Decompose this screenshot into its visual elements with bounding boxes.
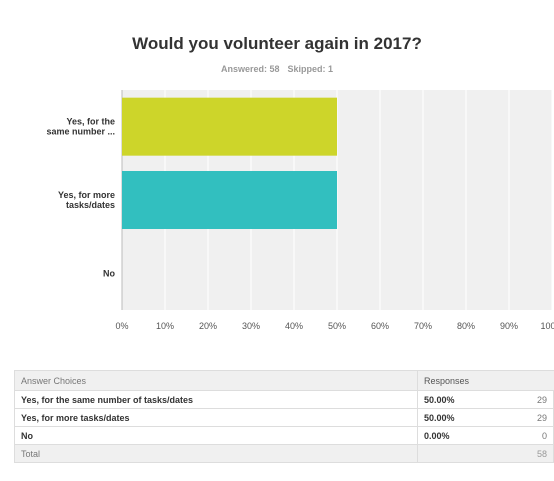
- y-category-label: same number ...: [46, 127, 115, 137]
- x-tick-label: 80%: [457, 321, 475, 331]
- answer-choices-header: Answer Choices: [14, 370, 418, 391]
- y-category-label: No: [103, 268, 115, 278]
- bar: [122, 171, 337, 229]
- x-tick-label: 60%: [371, 321, 389, 331]
- row-choice: Yes, for the same number of tasks/dates: [14, 390, 418, 409]
- answered-count: Answered: 58: [220, 64, 280, 74]
- x-tick-label: 100%: [540, 321, 554, 331]
- table-header-row: Answer Choices Responses: [14, 370, 554, 391]
- row-percent: 0.00%: [417, 426, 512, 445]
- response-summary: Answered: 58 Skipped: 1: [0, 64, 554, 74]
- x-tick-label: 40%: [285, 321, 303, 331]
- row-count: 0: [512, 426, 554, 445]
- row-choice: Yes, for more tasks/dates: [14, 408, 418, 427]
- row-count: 29: [512, 390, 554, 409]
- y-category-label: Yes, for more: [58, 190, 115, 200]
- x-tick-label: 70%: [414, 321, 432, 331]
- row-count: 29: [512, 408, 554, 427]
- row-choice: No: [14, 426, 418, 445]
- total-count: 58: [512, 444, 554, 463]
- skipped-count: Skipped: 1: [287, 64, 334, 74]
- table-row: Yes, for the same number of tasks/dates …: [14, 390, 554, 409]
- total-label: Total: [14, 444, 418, 463]
- y-category-label: Yes, for the: [66, 117, 115, 127]
- chart-title: Would you volunteer again in 2017?: [132, 34, 422, 53]
- responses-table: Answer Choices Responses Yes, for the sa…: [14, 370, 554, 463]
- x-tick-label: 20%: [199, 321, 217, 331]
- table-row: Yes, for more tasks/dates 50.00% 29: [14, 408, 554, 427]
- table-total-row: Total 58: [14, 444, 554, 463]
- y-category-label: tasks/dates: [66, 200, 115, 210]
- x-tick-label: 30%: [242, 321, 260, 331]
- row-percent: 50.00%: [417, 390, 512, 409]
- bar-chart: 0% 10% 20% 30% 40% 50% 60% 70% 80% 90% 100% Yes, fo…: [46, 90, 554, 331]
- x-tick-label: 10%: [156, 321, 174, 331]
- bar: [122, 97, 337, 156]
- row-percent: 50.00%: [417, 408, 512, 427]
- table-row: No 0.00% 0: [14, 426, 554, 445]
- x-tick-label: 0%: [115, 321, 128, 331]
- total-spacer: [417, 444, 512, 463]
- responses-header: Responses: [417, 370, 554, 391]
- x-tick-label: 90%: [500, 321, 518, 331]
- x-tick-label: 50%: [328, 321, 346, 331]
